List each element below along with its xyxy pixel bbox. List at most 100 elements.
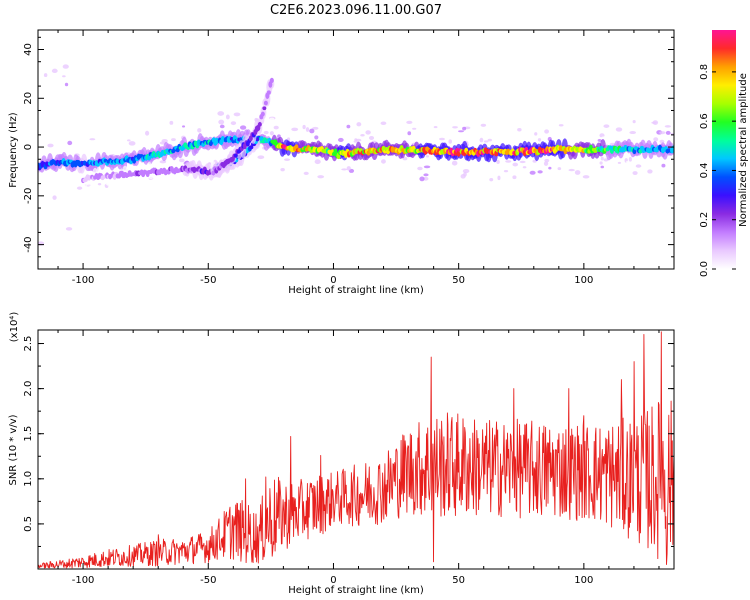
heatmap-speckle [496,159,500,164]
heatmap-speckle [632,120,636,124]
heatmap-speckle [433,126,438,129]
heatmap-speckle [314,159,321,165]
heatmap-speckle [537,138,542,142]
heatmap-speckle [629,131,637,135]
heatmap-speckle [548,166,552,170]
colorbar-tick-label: 0.0 [699,261,710,277]
snr-series [38,331,674,569]
heatmap-speckle [302,124,306,130]
heatmap-speckle [358,130,364,134]
heatmap-speckle [425,155,429,158]
heatmap-speckle [412,127,417,130]
heatmap-speckle [489,177,494,182]
heatmap-speckle [305,127,310,132]
snr-x-ticks: -100 -50 0 50 100 [57,330,660,586]
colorbar-tick-label: 0.6 [699,113,710,129]
heatmap-speckle [479,137,484,143]
heatmap-speckle [423,173,429,177]
spectrogram-x-ticks: -100 -50 0 50 100 [57,30,660,286]
x-tick-label: 50 [452,275,465,286]
snr-y-axis-label: SNR (10 * v/v) [8,414,19,485]
heatmap-speckle [599,133,605,138]
heatmap-speckle [462,126,467,131]
heatmap-speckle [62,64,69,69]
heatmap-speckle [346,166,351,171]
heatmap-speckle [583,139,588,142]
heatmap-cell [270,67,277,80]
heatmap-speckle [225,114,230,120]
heatmap-speckle [600,156,604,161]
x-tick-label: 100 [574,275,593,286]
heatmap-speckle [544,129,550,134]
heatmap-speckle [512,175,517,180]
colorbar-tick-label: 0.4 [699,162,710,178]
heatmap-speckle [419,176,425,182]
heatmap-speckle [184,126,190,131]
heatmap-speckle [558,124,564,127]
heatmap-speckle [574,170,581,175]
heatmap-cell [211,170,216,176]
heatmap-speckle [338,137,344,143]
heatmap-speckle [661,163,666,168]
x-tick-label: -100 [72,275,95,286]
heatmap-speckle [650,125,655,129]
heatmap-speckle [317,175,325,179]
heatmap-speckle [615,127,623,132]
snr-x-axis-label: Height of straight line (km) [288,585,424,596]
heatmap-speckle [400,136,404,141]
heatmap-speckle [664,125,671,128]
heatmap-speckle [52,195,57,200]
heatmap-speckle [65,227,73,231]
heatmap-speckle [62,75,66,78]
y-tick-label: 1.0 [23,471,34,487]
heatmap-speckle [377,128,384,133]
heatmap-speckle [402,157,408,161]
heatmap-cell [266,90,271,95]
heatmap-speckle [303,171,309,176]
heatmap-speckle [483,140,489,143]
heatmap-speckle [519,160,526,164]
heatmap-speckle [128,141,136,146]
heatmap-speckle [512,162,519,167]
heatmap-speckle [417,166,423,171]
y-tick-label: -40 [23,236,34,252]
y-tick-label: 20 [23,92,34,105]
heatmap-speckle [381,159,386,164]
heatmap-speckle [159,160,167,164]
heatmap-speckle [67,140,73,146]
heatmap-speckle [497,175,501,181]
heatmap-speckle [269,117,275,121]
spectrogram-y-axis-label: Frequency (Hz) [8,112,19,188]
heatmap-speckle [365,130,371,135]
heatmap-speckle [312,126,319,130]
y-tick-label: -20 [23,188,34,204]
heatmap-speckle [291,127,299,132]
heatmap-speckle [635,164,642,168]
heatmap-speckle [218,119,225,125]
heatmap-speckle [309,128,315,134]
heatmap-speckle [233,112,241,117]
heatmap-speckle [522,166,527,169]
heatmap-cell [262,106,267,111]
heatmap-speckle [197,128,202,133]
heatmap-speckle [179,158,185,163]
heatmap-speckle [534,132,538,136]
colorbar-tick-label: 0.2 [699,212,710,228]
heatmap-speckle [617,161,622,164]
heatmap-speckle [423,165,431,169]
heatmap-speckle [480,123,487,127]
heatmap-speckle [58,79,62,83]
heatmap-speckle [97,182,102,186]
heatmap-cell [671,145,674,151]
heatmap-speckle [568,168,575,172]
x-tick-label: 0 [330,575,336,586]
heatmap-speckle [182,125,186,128]
heatmap-speckle [529,170,536,175]
spectrogram-panel: -100 -50 0 50 100 40 20 0 -20 -40 Height of stra… [8,29,675,296]
x-tick-label: 0 [330,275,336,286]
heatmap-speckle [487,138,493,142]
snr-line [38,331,674,569]
x-tick-label: 100 [574,575,593,586]
heatmap-speckle [517,128,522,132]
heatmap-speckle [537,170,543,174]
